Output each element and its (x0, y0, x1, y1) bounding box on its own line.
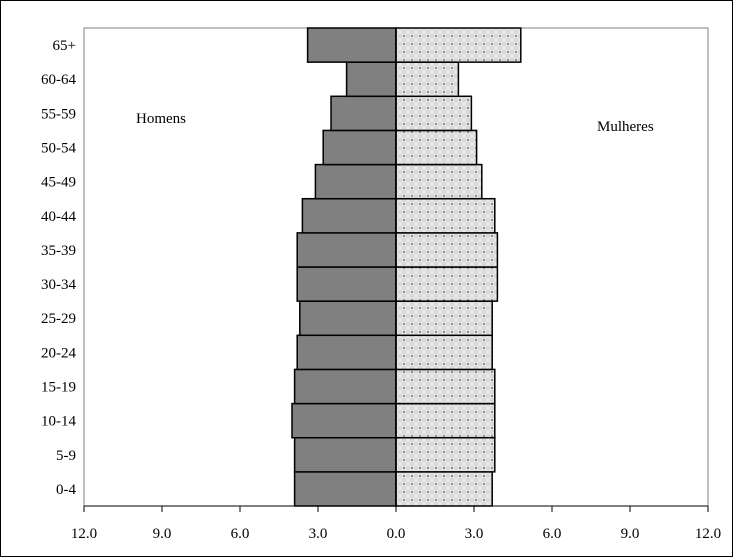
bar-left-20-24 (296, 334, 397, 371)
bar-left-40-44 (301, 197, 397, 234)
y-tick-label: 45-49 (41, 175, 76, 191)
y-tick-label: 30-34 (41, 277, 76, 293)
bar-right-55-59 (395, 95, 473, 132)
y-tick-label: 0-4 (56, 482, 76, 498)
bar-left-10-14 (291, 402, 397, 439)
y-tick-label: 15-19 (41, 380, 76, 396)
bar-left-35-39 (296, 232, 397, 268)
x-tick-label: 3.0 (309, 526, 328, 542)
y-tick-label: 5-9 (56, 448, 76, 464)
bar-right-10-14 (395, 402, 496, 439)
x-tick-label: 3.0 (465, 526, 484, 542)
bar-left-60-64 (345, 61, 397, 98)
bar-right-20-24 (395, 334, 493, 371)
x-tick-label: 9.0 (153, 526, 172, 542)
bar-right-65+ (395, 27, 522, 63)
bar-right-25-29 (395, 300, 493, 337)
y-tick-label: 50-54 (41, 141, 76, 157)
bar-right-35-39 (395, 232, 499, 268)
x-tick-labels: 12.0 9.0 6.0 3.0 0.0 3.0 6.0 9.0 12.0 (71, 505, 721, 542)
bar-left-15-19 (293, 368, 397, 405)
bar-left-50-54 (322, 129, 397, 166)
y-tick-label: 55-59 (41, 106, 76, 122)
x-tick-label: 12.0 (695, 526, 721, 542)
bar-left-55-59 (330, 95, 397, 132)
y-tick-label: 60-64 (41, 72, 76, 88)
x-tick-label: 6.0 (231, 526, 250, 542)
bar-left-25-29 (299, 300, 397, 337)
bar-left-65+ (306, 27, 397, 63)
y-tick-labels: 0-4 5-9 10-14 15-19 20-24 25-29 30-34 35-39 40-4… (41, 38, 400, 507)
bar-right-50-54 (395, 129, 478, 166)
x-tick-label: 12.0 (71, 526, 97, 542)
y-tick-label: 65+ (53, 38, 76, 54)
bar-right-60-64 (395, 61, 460, 98)
x-tick-label: 0.0 (387, 526, 406, 542)
bar-right-45-49 (395, 163, 483, 200)
bar-right-40-44 (395, 197, 496, 234)
bar-right-5-9 (395, 436, 496, 473)
x-tick-label: 9.0 (621, 526, 640, 542)
bar-right-30-34 (395, 266, 499, 302)
bar-left-30-34 (296, 266, 397, 302)
y-tick-label: 35-39 (41, 243, 76, 259)
bar-left-0-4 (293, 471, 397, 507)
bar-right-0-4 (395, 471, 493, 507)
bar-left-45-49 (314, 163, 397, 200)
y-tick-label: 25-29 (41, 311, 76, 327)
bar-right-15-19 (395, 368, 496, 405)
y-tick-label: 20-24 (41, 345, 76, 361)
y-tick-label: 40-44 (41, 209, 76, 225)
bar-left-5-9 (293, 436, 397, 473)
y-tick-label: 10-14 (41, 414, 76, 430)
bars-group (291, 27, 522, 507)
x-tick-label: 6.0 (543, 526, 562, 542)
right-series-label: Mulheres (597, 119, 654, 135)
left-series-label: Homens (136, 111, 186, 127)
